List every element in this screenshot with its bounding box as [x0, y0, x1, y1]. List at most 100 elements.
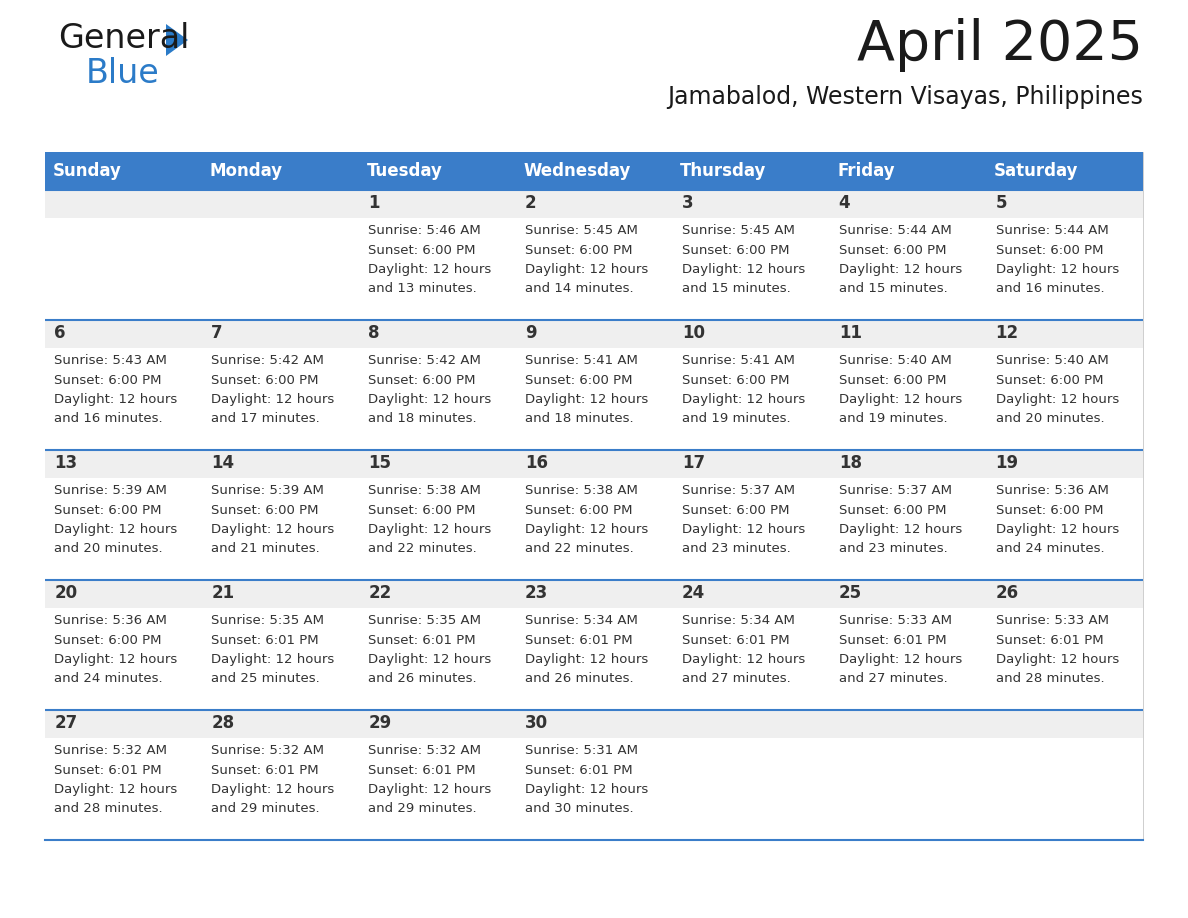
Bar [202, 218, 359, 320]
Text: Daylight: 12 hours: Daylight: 12 hours [682, 523, 805, 536]
Text: 14: 14 [211, 454, 234, 472]
Text: Sunset: 6:00 PM: Sunset: 6:00 PM [996, 243, 1102, 256]
Text: Saturday: Saturday [994, 162, 1079, 180]
Bar [986, 580, 1143, 608]
Text: Daylight: 12 hours: Daylight: 12 hours [996, 393, 1119, 406]
Text: 12: 12 [996, 324, 1018, 342]
Text: 8: 8 [368, 324, 380, 342]
Bar [359, 450, 516, 478]
Text: Daylight: 12 hours: Daylight: 12 hours [211, 783, 335, 796]
Bar [829, 348, 986, 450]
Bar [45, 348, 202, 450]
Text: and 21 minutes.: and 21 minutes. [211, 543, 320, 555]
Text: and 23 minutes.: and 23 minutes. [682, 543, 790, 555]
Text: Daylight: 12 hours: Daylight: 12 hours [525, 393, 649, 406]
Text: Sunrise: 5:44 AM: Sunrise: 5:44 AM [839, 224, 952, 237]
Text: Daylight: 12 hours: Daylight: 12 hours [368, 263, 492, 276]
Text: Daylight: 12 hours: Daylight: 12 hours [211, 393, 335, 406]
Text: 3: 3 [682, 194, 694, 212]
Text: 2: 2 [525, 194, 537, 212]
Text: and 18 minutes.: and 18 minutes. [525, 412, 633, 426]
Text: Sunrise: 5:42 AM: Sunrise: 5:42 AM [368, 354, 481, 367]
Text: Daylight: 12 hours: Daylight: 12 hours [839, 523, 962, 536]
Text: Daylight: 12 hours: Daylight: 12 hours [211, 653, 335, 666]
Text: Daylight: 12 hours: Daylight: 12 hours [996, 263, 1119, 276]
Bar [672, 320, 829, 348]
Bar [516, 218, 672, 320]
Bar [829, 218, 986, 320]
Bar [829, 738, 986, 840]
Text: 6: 6 [55, 324, 65, 342]
Text: Daylight: 12 hours: Daylight: 12 hours [839, 393, 962, 406]
Bar [516, 450, 672, 478]
Bar [672, 348, 829, 450]
Bar [359, 190, 516, 218]
Text: Sunrise: 5:41 AM: Sunrise: 5:41 AM [682, 354, 795, 367]
Text: and 16 minutes.: and 16 minutes. [996, 283, 1104, 296]
Bar [45, 478, 202, 580]
Text: and 15 minutes.: and 15 minutes. [839, 283, 948, 296]
Text: 29: 29 [368, 714, 391, 732]
Text: Sunday: Sunday [52, 162, 121, 180]
Text: Thursday: Thursday [681, 162, 766, 180]
Bar [829, 450, 986, 478]
Text: Sunrise: 5:32 AM: Sunrise: 5:32 AM [211, 744, 324, 757]
Text: Sunset: 6:00 PM: Sunset: 6:00 PM [682, 243, 789, 256]
Text: and 24 minutes.: and 24 minutes. [996, 543, 1104, 555]
Text: and 29 minutes.: and 29 minutes. [368, 802, 476, 815]
Text: Sunrise: 5:32 AM: Sunrise: 5:32 AM [55, 744, 168, 757]
Text: and 22 minutes.: and 22 minutes. [368, 543, 476, 555]
Bar [829, 580, 986, 608]
Bar [672, 190, 829, 218]
Text: Sunset: 6:01 PM: Sunset: 6:01 PM [368, 633, 475, 646]
Bar [672, 608, 829, 710]
Text: and 27 minutes.: and 27 minutes. [682, 673, 790, 686]
Text: Sunset: 6:00 PM: Sunset: 6:00 PM [368, 503, 475, 517]
Bar [672, 450, 829, 478]
Text: 27: 27 [55, 714, 77, 732]
Text: Daylight: 12 hours: Daylight: 12 hours [996, 653, 1119, 666]
Text: Sunset: 6:01 PM: Sunset: 6:01 PM [211, 633, 318, 646]
Text: 25: 25 [839, 584, 861, 602]
Text: Sunrise: 5:34 AM: Sunrise: 5:34 AM [682, 614, 795, 627]
Text: Sunrise: 5:38 AM: Sunrise: 5:38 AM [525, 484, 638, 497]
Bar [986, 152, 1143, 190]
Bar [672, 738, 829, 840]
Text: and 22 minutes.: and 22 minutes. [525, 543, 633, 555]
Text: Sunset: 6:00 PM: Sunset: 6:00 PM [682, 503, 789, 517]
Text: and 19 minutes.: and 19 minutes. [682, 412, 790, 426]
Text: 9: 9 [525, 324, 537, 342]
Text: Sunrise: 5:40 AM: Sunrise: 5:40 AM [996, 354, 1108, 367]
Bar [829, 478, 986, 580]
Text: and 23 minutes.: and 23 minutes. [839, 543, 948, 555]
Bar [672, 710, 829, 738]
Bar [516, 152, 672, 190]
Text: Sunset: 6:01 PM: Sunset: 6:01 PM [525, 633, 632, 646]
Bar [829, 190, 986, 218]
Text: and 27 minutes.: and 27 minutes. [839, 673, 948, 686]
Text: and 17 minutes.: and 17 minutes. [211, 412, 320, 426]
Text: Sunrise: 5:35 AM: Sunrise: 5:35 AM [211, 614, 324, 627]
Bar [359, 152, 516, 190]
Text: Sunset: 6:01 PM: Sunset: 6:01 PM [368, 764, 475, 777]
Text: Sunrise: 5:42 AM: Sunrise: 5:42 AM [211, 354, 324, 367]
Text: 13: 13 [55, 454, 77, 472]
Text: Sunset: 6:00 PM: Sunset: 6:00 PM [525, 243, 632, 256]
Text: 26: 26 [996, 584, 1018, 602]
Bar [202, 738, 359, 840]
Text: Sunrise: 5:46 AM: Sunrise: 5:46 AM [368, 224, 481, 237]
Text: Sunset: 6:01 PM: Sunset: 6:01 PM [211, 764, 318, 777]
Text: 19: 19 [996, 454, 1018, 472]
Text: 28: 28 [211, 714, 234, 732]
Text: Daylight: 12 hours: Daylight: 12 hours [682, 393, 805, 406]
Bar [45, 580, 202, 608]
Text: Sunset: 6:01 PM: Sunset: 6:01 PM [996, 633, 1104, 646]
Bar [202, 190, 359, 218]
Bar [516, 580, 672, 608]
Text: Sunset: 6:00 PM: Sunset: 6:00 PM [682, 374, 789, 386]
Bar [45, 320, 202, 348]
Text: 18: 18 [839, 454, 861, 472]
Bar [986, 348, 1143, 450]
Bar [829, 710, 986, 738]
Text: Sunrise: 5:32 AM: Sunrise: 5:32 AM [368, 744, 481, 757]
